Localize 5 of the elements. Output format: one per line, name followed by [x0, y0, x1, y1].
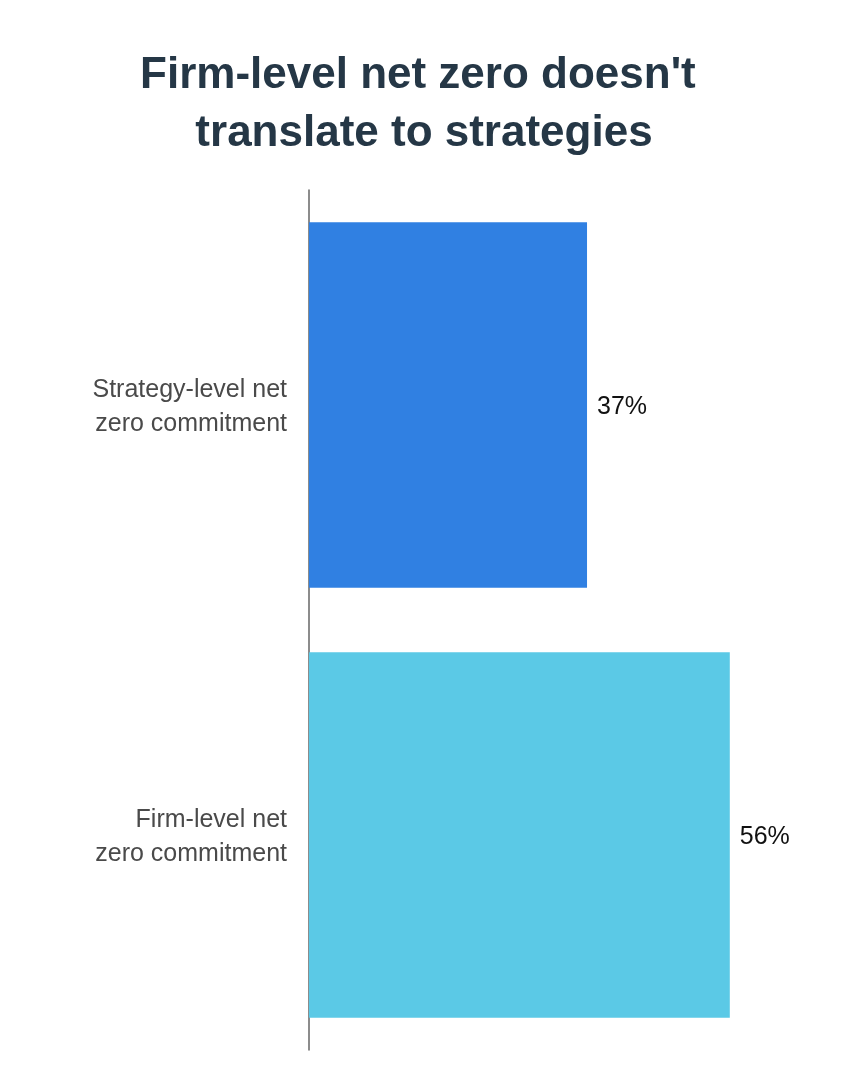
data-label: 56% — [739, 821, 790, 849]
y-tick-label: Firm-level net zero commitment — [95, 804, 288, 866]
chart-title: Firm-level net zero doesn't translate to strategies — [140, 47, 708, 155]
y-tick-label: Strategy-level net zero commitment — [92, 374, 288, 436]
data-label: 37% — [597, 391, 648, 419]
